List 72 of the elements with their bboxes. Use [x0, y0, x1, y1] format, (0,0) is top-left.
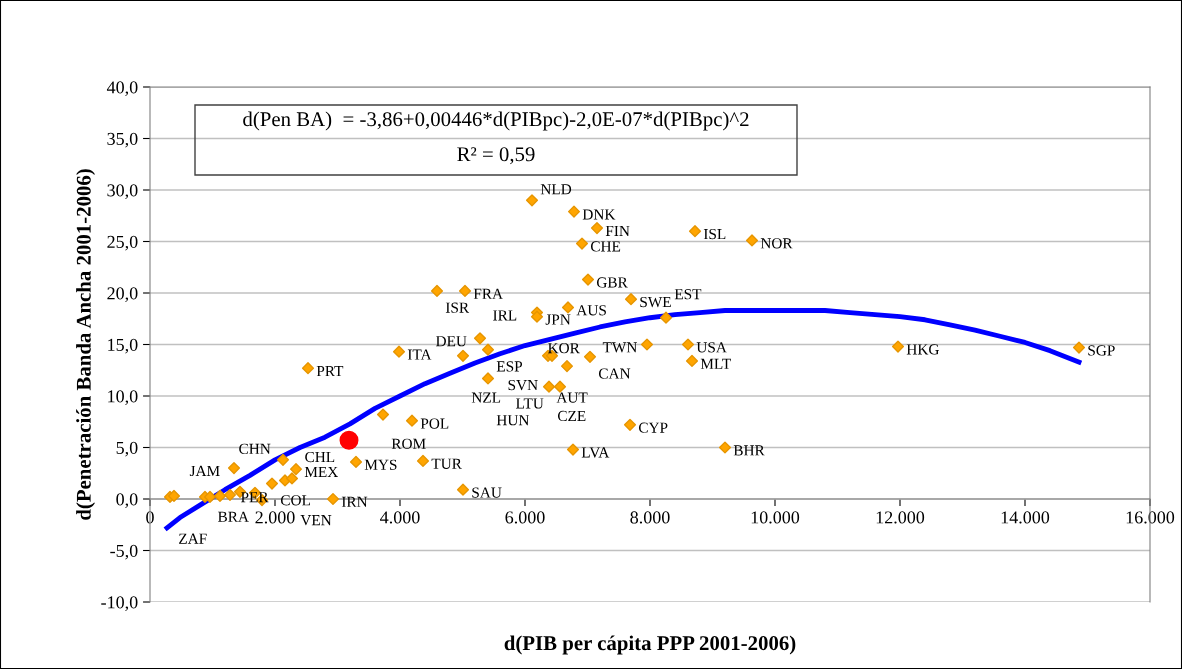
- annotation: JAM: [189, 465, 220, 477]
- annotation: HUN: [496, 415, 530, 426]
- x-axis-title: d(PIB per cápita PPP 2001-2006): [504, 635, 796, 655]
- annotation: USA: [696, 342, 727, 353]
- annotation: SGP: [1088, 345, 1115, 356]
- y-tick-label: 25,0: [107, 235, 138, 251]
- y-tick-label: 10,0: [108, 390, 138, 406]
- y-tick-label: 0,0: [116, 493, 138, 509]
- annotation: CAN: [598, 368, 631, 379]
- y-tick-label: 5,0: [116, 441, 138, 457]
- annotation: MYS: [364, 459, 397, 470]
- y-tick-label: 30,0: [107, 184, 138, 200]
- y-tick-label: -5,0: [110, 544, 138, 560]
- annotation: ROM: [391, 438, 426, 449]
- annotation: FRA: [473, 288, 503, 299]
- annotation: BRA: [217, 511, 249, 522]
- y-tick-label: 20,0: [107, 287, 138, 303]
- y-tick-label: 40,0: [106, 81, 138, 97]
- annotation: R² = 0,59: [457, 147, 535, 165]
- annotation: VEN: [300, 515, 332, 526]
- annotation: SWE: [640, 296, 671, 308]
- annotation: NZL: [471, 392, 501, 403]
- x-tick-label: 16.000: [1126, 511, 1175, 524]
- y-axis-title: d(Penetración Banda Ancha 2001-2006): [76, 169, 96, 520]
- annotation: COL: [280, 495, 310, 506]
- annotation: AUS: [576, 305, 606, 316]
- annotation: SAU: [472, 487, 502, 498]
- annotation: CYP: [638, 422, 668, 433]
- x-tick-label: 12.000: [876, 511, 925, 524]
- annotation: CHE: [590, 241, 621, 252]
- x-tick-label: 2.000: [255, 511, 295, 524]
- annotation: SVN: [508, 379, 538, 391]
- x-tick-label: 8.000: [630, 511, 670, 524]
- y-tick-label: 15,0: [108, 338, 138, 354]
- annotation: ISR: [445, 302, 470, 313]
- annotation: TUR: [431, 458, 462, 469]
- annotation: HKG: [906, 344, 939, 355]
- y-tick-label: -10,0: [101, 596, 138, 612]
- annotation: GBR: [596, 277, 628, 288]
- annotation: MEX: [304, 466, 339, 477]
- y-tick-label: 35,0: [107, 132, 138, 148]
- annotation: IRL: [493, 310, 517, 321]
- annotation: NLD: [540, 184, 572, 195]
- annotation: ESP: [496, 361, 523, 372]
- annotation: DNK: [582, 209, 616, 220]
- annotation: JPN: [545, 314, 571, 325]
- annotation: PRT: [316, 366, 344, 377]
- annotation: EST: [674, 289, 702, 300]
- annotation: LTU: [515, 398, 544, 409]
- annotation: TWN: [602, 342, 637, 353]
- annotation: DEU: [435, 336, 467, 347]
- x-tick-label: 10.000: [751, 511, 800, 524]
- x-tick-label: 4.000: [380, 511, 420, 524]
- x-tick-label: 14.000: [1001, 511, 1050, 524]
- annotation: ISL: [703, 228, 726, 240]
- annotation: ZAF: [179, 533, 207, 544]
- annotation: KOR: [547, 343, 580, 354]
- annotation: MLT: [700, 358, 731, 369]
- x-tick-label: 0: [146, 511, 154, 524]
- annotation: IRN: [341, 496, 368, 507]
- annotation: d(Pen BA) = -3,86+0,00446*d(PIBpc)-2,0E-07*d(PIBpc)^2: [243, 111, 749, 131]
- annotation: CZE: [557, 410, 586, 422]
- annotation: CHN: [239, 443, 271, 454]
- annotation: BHR: [733, 445, 765, 456]
- x-tick-label: 6.000: [505, 511, 545, 524]
- annotation: ITA: [407, 349, 432, 360]
- annotation: NOR: [760, 238, 793, 249]
- annotation: LVA: [581, 447, 610, 458]
- annotation: FIN: [605, 225, 630, 236]
- annotation: CHL: [305, 451, 335, 463]
- annotation: POL: [420, 418, 449, 429]
- annotation: AUT: [556, 392, 588, 403]
